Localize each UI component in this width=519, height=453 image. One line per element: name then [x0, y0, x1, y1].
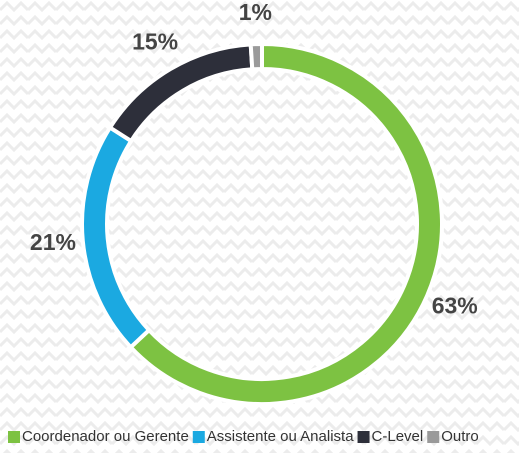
legend-label: Coordenador ou Gerente	[22, 428, 189, 445]
legend-label: C-Level	[372, 428, 424, 445]
value-label: 63%	[432, 292, 478, 318]
legend-label: Assistente ou Analista	[207, 428, 354, 445]
value-label: 21%	[30, 229, 76, 255]
donut-segment	[248, 41, 264, 72]
value-label: 1%	[239, 0, 272, 25]
legend-swatch	[192, 431, 205, 443]
donut	[80, 41, 444, 406]
legend-swatch	[427, 431, 440, 443]
legend-swatch	[8, 431, 20, 443]
legend-label: Outro	[441, 428, 479, 445]
legend-swatch	[357, 431, 370, 443]
legend: Coordenador ou Gerente Assistente ou Anal…	[8, 428, 479, 445]
value-labels: 63% 21% 15% 1%	[30, 0, 478, 318]
value-label: 15%	[132, 28, 178, 54]
